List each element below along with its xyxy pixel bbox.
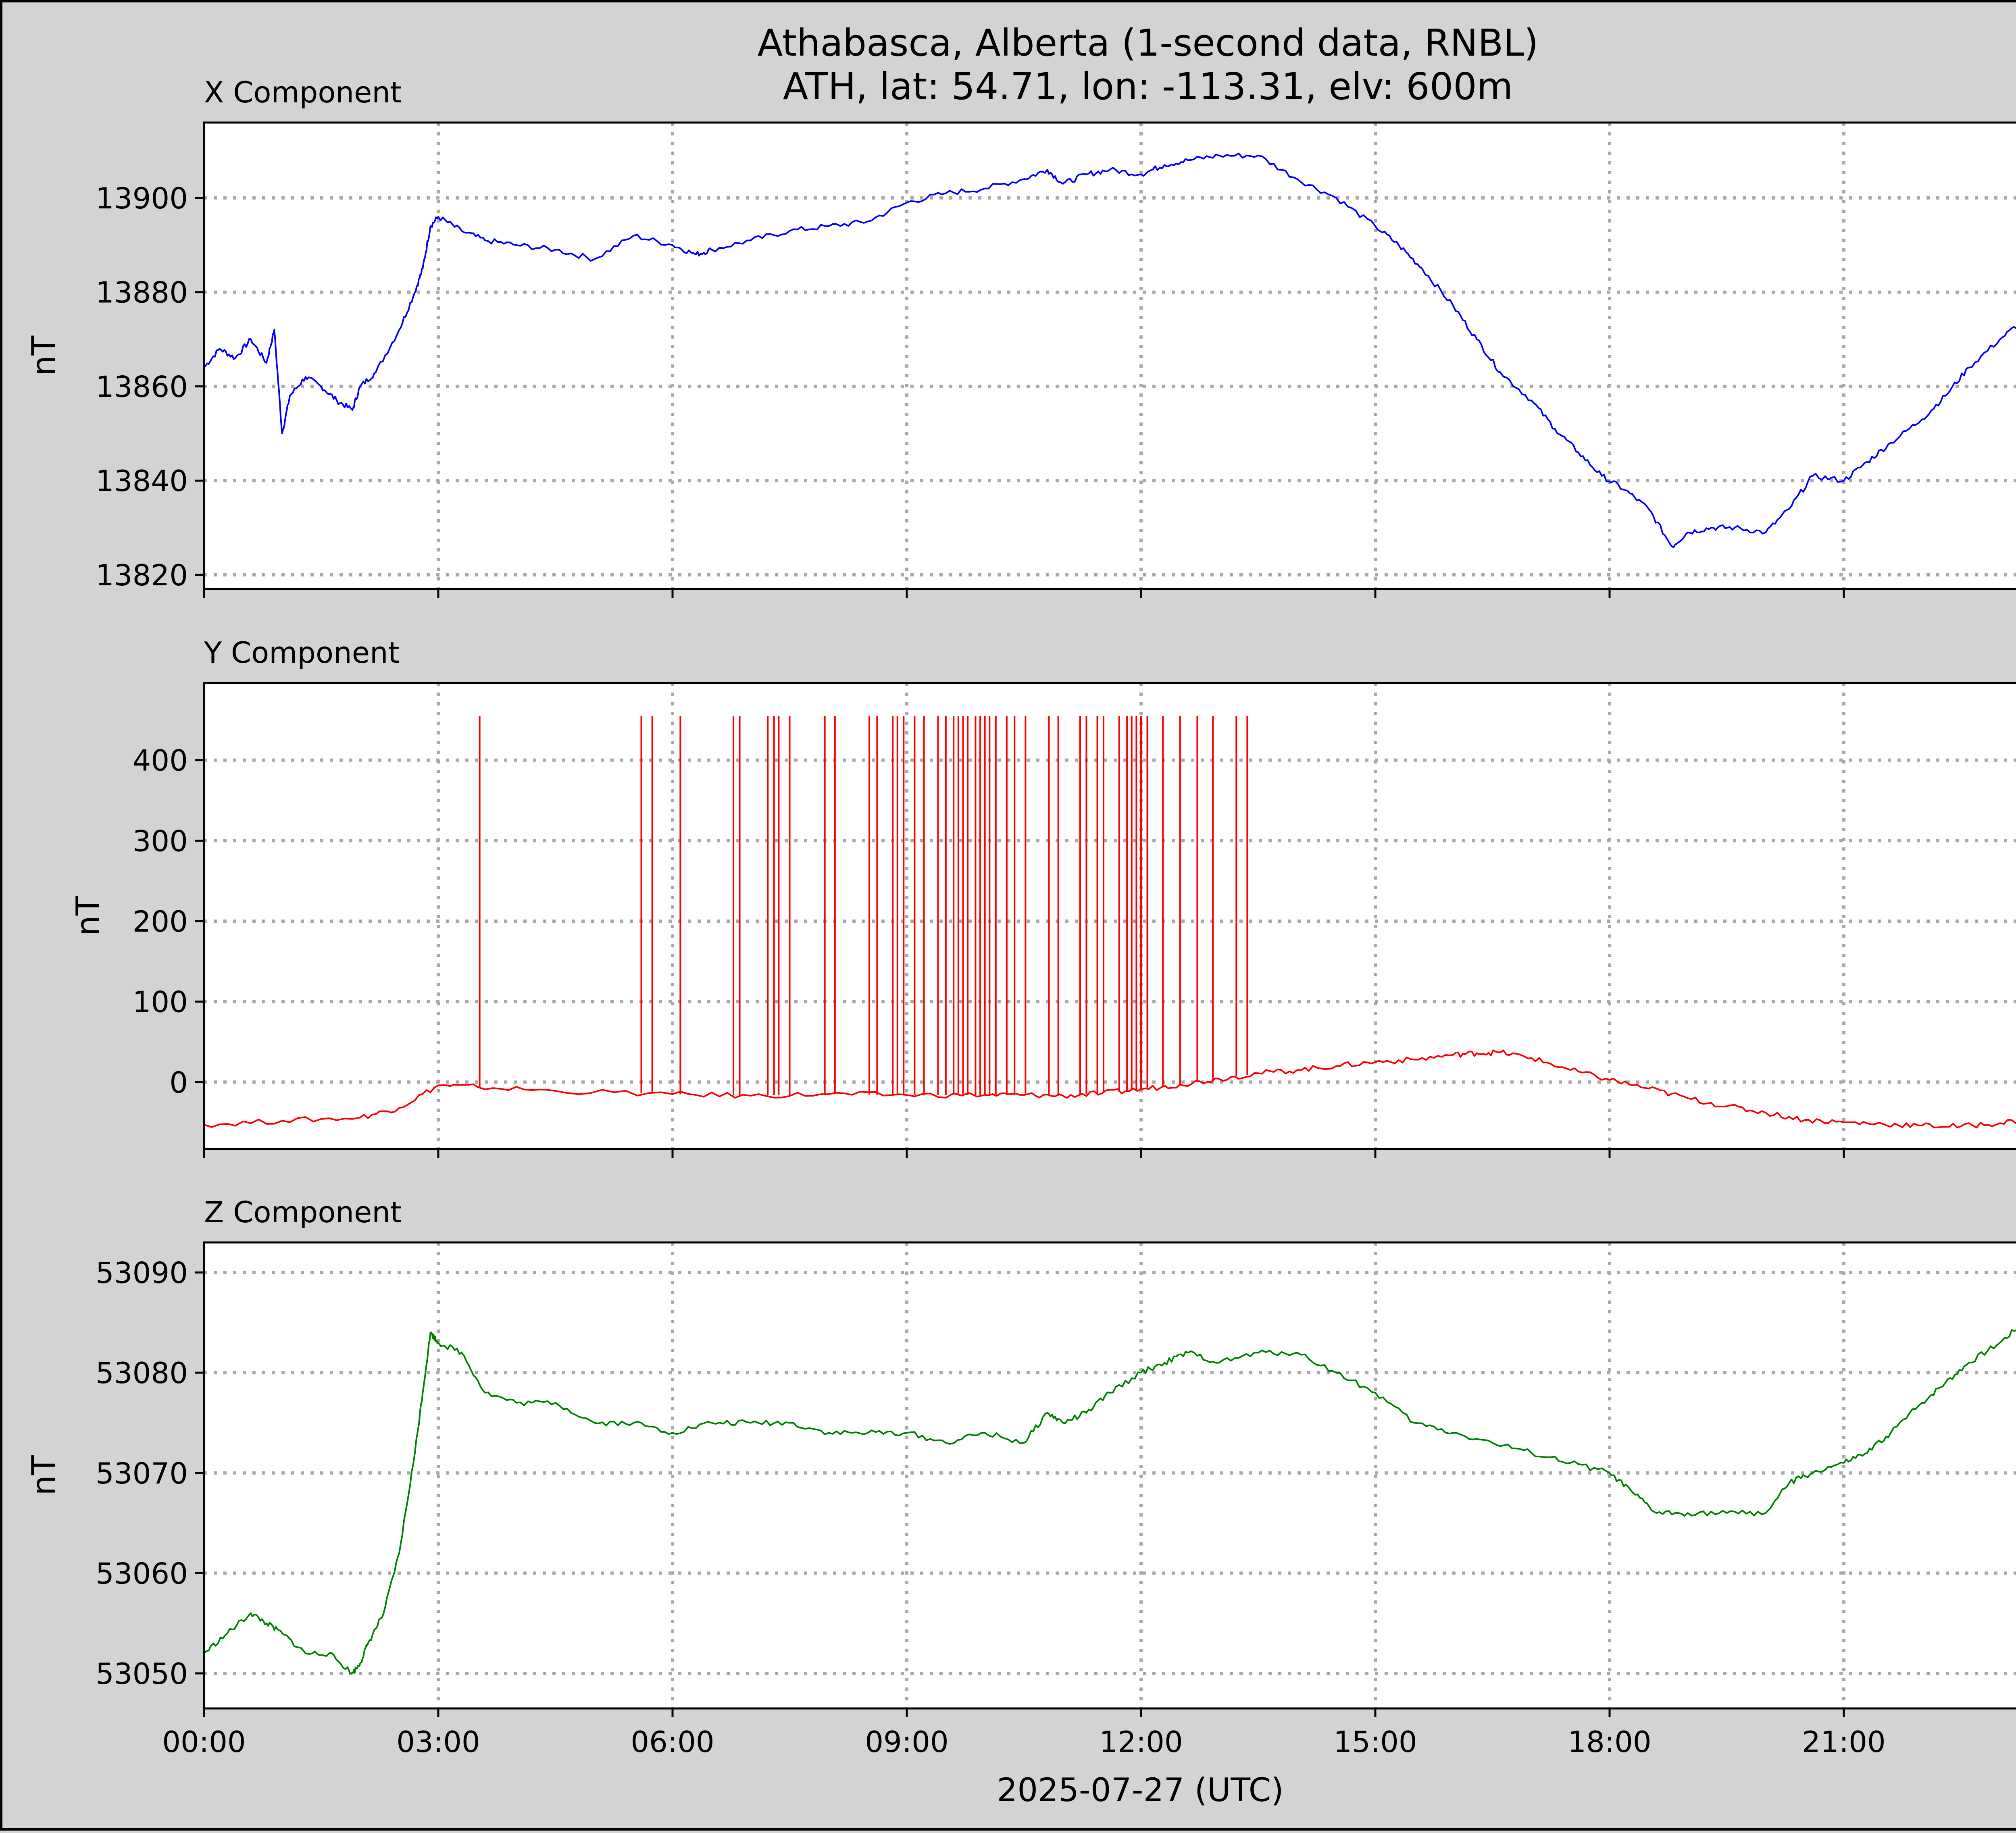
y-tick-label: 53070 (96, 1456, 188, 1490)
panel-title: Y Component (204, 636, 400, 670)
plot-area (204, 683, 2016, 1149)
plot-frame (203, 682, 2016, 1150)
x-tick-label: 18:00 (1568, 1725, 1652, 1759)
panel-2: 0 100 200 300 400 Y Component nT (69, 636, 2016, 1158)
series-line (204, 1049, 2016, 1129)
plot-frame (203, 121, 2016, 590)
plot-frame (203, 1241, 2016, 1710)
x-tick-label: 12:00 (1099, 1725, 1183, 1759)
panel-title: X Component (204, 75, 402, 109)
y-tick-label: 0 (169, 1065, 188, 1099)
series-line (203, 152, 2016, 548)
x-axis-label: 2025-07-27 (UTC) (997, 1771, 1283, 1809)
panels-group: 13820 13840 13860 13880 13900 X Component nT 0 1… (25, 75, 2016, 1759)
x-tick-label: 03:00 (396, 1725, 480, 1759)
y-axis-label: nT (25, 335, 62, 376)
y-axis-label: nT (25, 1455, 62, 1496)
y-axis-label: nT (69, 895, 107, 936)
x-tick-label: 09:00 (865, 1725, 949, 1759)
y-tick-label: 53090 (96, 1256, 188, 1290)
x-tick-label: 06:00 (631, 1725, 714, 1759)
y-tick-label: 13820 (96, 558, 188, 592)
panel-3: 00:00 03:00 06:00 09:00 12:00 15:00 18:00 21:00… (25, 1195, 2016, 1759)
figure-subtitle: ATH, lat: 54.71, lon: -113.31, elv: 600m (783, 65, 1513, 108)
y-tick-label: 53050 (96, 1657, 188, 1691)
series-line (203, 1329, 2016, 1675)
y-tick-label: 53080 (96, 1356, 188, 1390)
panel-title: Z Component (204, 1195, 402, 1229)
y-tick-label: 13900 (96, 181, 188, 215)
x-tick-label: 00:00 (162, 1725, 246, 1759)
y-tick-label: 13840 (96, 464, 188, 498)
y-tick-label: 53060 (96, 1556, 188, 1590)
plot-area (204, 1242, 2016, 1708)
y-tick-label: 200 (133, 905, 188, 938)
x-tick-label: 21:00 (1802, 1725, 1886, 1759)
figure-title: Athabasca, Alberta (1-second data, RNBL) (758, 21, 1539, 64)
panel-1: 13820 13840 13860 13880 13900 X Component nT (25, 75, 2016, 598)
y-tick-label: 100 (133, 985, 188, 1019)
x-tick-label: 15:00 (1333, 1725, 1417, 1759)
y-tick-label: 13860 (96, 370, 188, 404)
y-tick-label: 300 (133, 824, 188, 858)
y-tick-label: 400 (133, 744, 188, 778)
y-tick-label: 13880 (96, 276, 188, 310)
plot-area (204, 123, 2016, 589)
